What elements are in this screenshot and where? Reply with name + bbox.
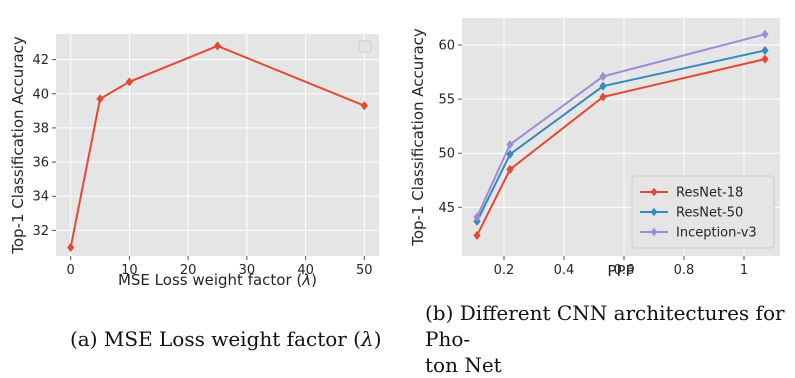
caption-b-line-2: ton Net [425,353,502,377]
data-point [125,77,134,87]
y-axis-label: Top-1 Classification Accuracy [9,36,27,255]
data-point [761,45,769,56]
y-axis-label: Top-1 Classification Accuracy [409,28,427,247]
data-point [506,139,514,150]
data-point [506,149,514,159]
y-tick-label: 38 [32,121,49,136]
data-point [213,41,222,51]
series-line-resnet-50 [476,49,766,222]
data-point [473,212,481,222]
caption-b: (b) Different CNN architectures for Pho-… [425,300,795,378]
data-point [96,94,104,104]
chart-a: 0 10 20 30 40 50 32 34 36 38 40 42 MSE Loss weight f… [9,34,379,289]
x-tick-label: 0.6 [614,263,635,278]
x-tick-label: 0.2 [494,263,515,278]
series-line-inception-v3 [476,33,766,218]
data-point [599,92,607,102]
data-point [599,71,607,82]
x-axis-label: MSE Loss weight factor (λ) [118,271,317,289]
series-line-resnet-18 [476,58,766,236]
x-tick-label: 0.8 [674,263,695,278]
x-tick-label: 50 [356,263,373,278]
legend-label: ResNet-50 [676,206,743,221]
plot-area-a [56,34,379,256]
caption-a-lambda: λ [361,327,374,351]
data-point [360,101,368,111]
data-point [473,230,481,241]
x-tick-label: 20 [180,263,197,278]
legend-marker [650,227,658,237]
y-tick-label: 50 [438,147,455,162]
caption-a: (a) MSE Loss weight factor (λ) [70,327,382,351]
y-tick-label: 42 [32,53,49,68]
y-tick-label: 36 [32,156,49,171]
data-point [599,81,607,91]
legend-label: Inception-v3 [676,226,757,241]
data-point [67,242,75,253]
x-tick-label: 30 [239,263,256,278]
y-tick-label: 32 [32,224,49,239]
x-tick-label: 40 [297,263,314,278]
y-tick-label: 34 [32,190,49,205]
x-tick-label: 10 [121,263,138,278]
y-tick-label: 60 [438,39,455,54]
figure-canvas: 0 10 20 30 40 50 32 34 36 38 40 42 MSE Loss weight f… [9,18,780,289]
x-tick-label: 0 [67,263,75,278]
data-point [506,164,514,175]
y-tick-label: 45 [438,201,455,216]
legend-box [631,175,775,249]
x-tick-label: 0.4 [554,263,575,278]
y-tick-label: 40 [32,87,49,102]
caption-b-line-1: (b) Different CNN architectures for Pho- [425,301,785,351]
x-axis-label: PPP [607,262,634,280]
empty-legend-box [358,40,372,53]
y-tick-label: 55 [438,93,455,108]
data-point [761,54,769,64]
legend-marker [650,187,658,197]
data-point [761,29,769,39]
legend-marker [650,207,658,217]
x-tick-label: 1 [740,263,748,278]
chart-b: 0.2 0.4 0.6 0.8 1 45 50 55 60 PPP Top-1 Classifica… [409,18,780,280]
legend-label: ResNet-18 [676,186,743,201]
legend: ResNet-18 ResNet-50 Inception-v3 [631,175,775,249]
